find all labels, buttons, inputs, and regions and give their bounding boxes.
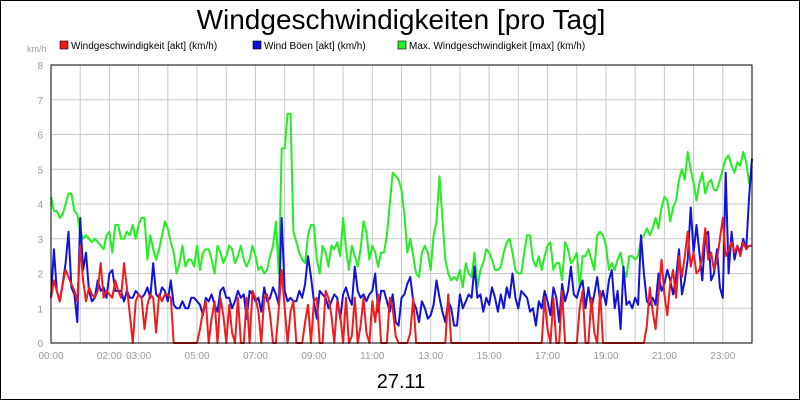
chart-legend: Windgeschwindigkeit [akt] (km/h) Wind Bö…: [59, 40, 585, 52]
x-tick-label: 15:00: [477, 351, 502, 362]
x-tick-label: 21:00: [652, 351, 677, 362]
x-tick-label: 19:00: [593, 351, 618, 362]
x-tick-label: 17:00: [535, 351, 560, 362]
y-tick-label: 7: [37, 96, 43, 107]
x-tick-label: 02:00: [97, 351, 122, 362]
x-tick-label: 13:00: [418, 351, 443, 362]
y-axis-tick-labels: 0 1 2 3 4 5 6 7 8: [37, 61, 43, 350]
x-axis-tick-labels: 00:00 02:00 03:00 05:00 07:00 09:00 11:00 13:00…: [38, 351, 735, 362]
plot-area-border: [50, 64, 753, 344]
x-tick-label: 00:00: [38, 351, 63, 362]
x-tick-label: 07:00: [243, 351, 268, 362]
y-tick-label: 3: [37, 235, 43, 246]
y-tick-label: 5: [37, 165, 43, 176]
legend-swatch-max: [397, 40, 407, 50]
legend-label-akt: Windgeschwindigkeit [akt] (km/h): [71, 41, 217, 52]
x-tick-label: 23:00: [710, 351, 735, 362]
y-tick-label: 8: [37, 61, 43, 72]
legend-label-boeen: Wind Böen [akt] (km/h): [264, 41, 366, 52]
legend-label-max: Max. Windgeschwindigkeit [max] (km/h): [409, 41, 585, 52]
x-tick-label: 05:00: [185, 351, 210, 362]
legend-swatch-akt: [59, 40, 69, 50]
date-label: 27.11: [377, 371, 426, 393]
series-line-max-windgeschwindigkeit: [50, 112, 753, 289]
x-tick-label: 09:00: [301, 351, 326, 362]
y-tick-label: 1: [37, 304, 43, 315]
legend-swatch-boeen: [252, 40, 262, 50]
x-tick-label: 03:00: [126, 351, 151, 362]
y-tick-label: 0: [37, 339, 43, 350]
x-tick-label: 11:00: [360, 351, 385, 362]
y-tick-label: 4: [37, 200, 43, 211]
chart-title: Windgeschwindigkeiten [pro Tag]: [197, 4, 606, 35]
y-axis-unit-label: km/h: [27, 44, 47, 54]
series-line-wind-boeen: [50, 158, 753, 331]
y-tick-label: 6: [37, 131, 43, 142]
y-tick-label: 2: [37, 270, 43, 281]
